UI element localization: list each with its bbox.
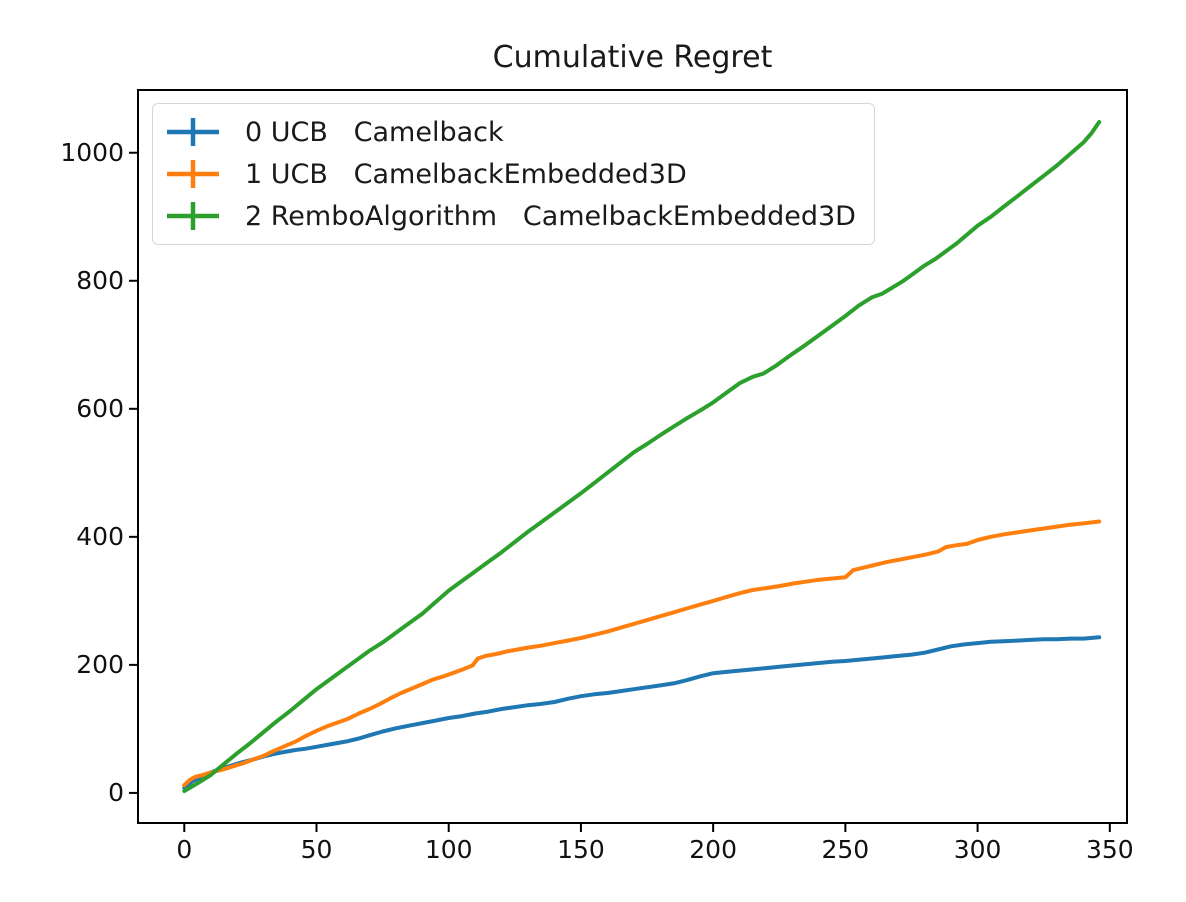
y-tick-label: 0 (108, 777, 124, 807)
legend-item-1: 1 UCB CamelbackEmbedded3D (165, 156, 856, 192)
y-tick-label: 400 (76, 521, 124, 551)
x-tick-label: 200 (689, 835, 737, 864)
legend-errorbar-marker-icon (167, 202, 219, 230)
x-tick-label: 50 (300, 835, 333, 864)
x-tick-label: 250 (821, 835, 870, 864)
y-tick-label: 800 (76, 265, 124, 295)
legend-errorbar-marker-icon (167, 118, 219, 146)
legend-item-2: 2 RemboAlgorithm CamelbackEmbedded3D (165, 198, 856, 234)
x-tick-label: 150 (557, 835, 605, 864)
legend: 0 UCB Camelback 1 UCB CamelbackEmbedded3D… (152, 103, 875, 245)
series-line-2 (182, 120, 1102, 793)
legend-item-0: 0 UCB Camelback (165, 114, 856, 150)
legend-label: 2 RemboAlgorithm CamelbackEmbedded3D (245, 200, 856, 232)
chart-title: Cumulative Regret (492, 40, 773, 75)
y-tick-label: 600 (76, 393, 124, 423)
y-tick-label: 1000 (60, 137, 124, 167)
series-line-0 (182, 635, 1102, 790)
axes-spines (137, 89, 1128, 824)
legend-label: 1 UCB CamelbackEmbedded3D (245, 158, 687, 190)
x-tick-label: 100 (424, 835, 473, 864)
y-tick-label: 200 (76, 649, 124, 679)
legend-errorbar-marker-icon (167, 160, 219, 188)
x-tick-label: 0 (176, 835, 193, 864)
x-tick-label: 350 (1085, 835, 1134, 864)
x-tick-label: 300 (953, 835, 1002, 864)
series-line-1 (182, 519, 1102, 788)
legend-label: 0 UCB Camelback (245, 116, 504, 148)
